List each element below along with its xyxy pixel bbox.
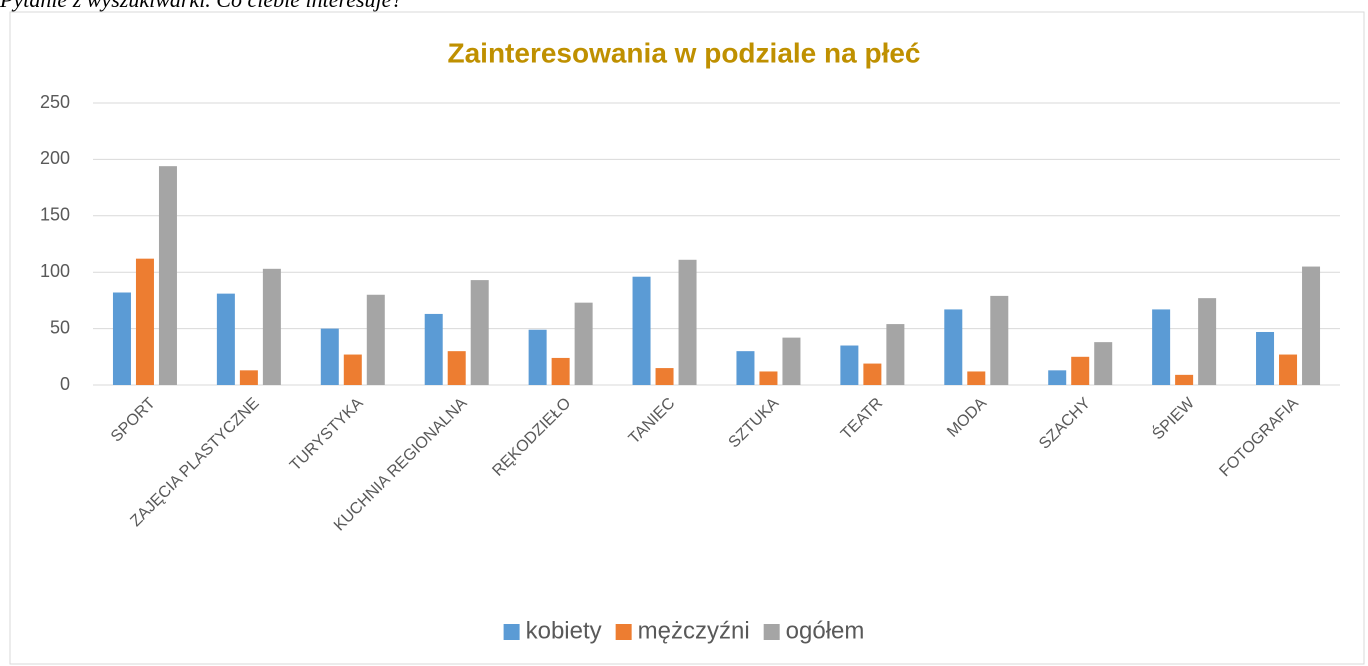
bar — [1048, 370, 1067, 385]
bar — [840, 345, 859, 385]
bar — [1152, 309, 1171, 385]
bar — [112, 292, 131, 385]
y-tick-label: 100 — [40, 261, 70, 281]
legend-label: mężczyźni — [638, 617, 750, 644]
bar — [1256, 331, 1275, 385]
bar — [528, 329, 547, 385]
bar — [1071, 356, 1090, 385]
bar — [574, 302, 593, 385]
bar — [655, 368, 674, 385]
bar — [1302, 266, 1321, 385]
y-tick-label: 50 — [50, 317, 70, 337]
bar — [886, 324, 905, 385]
legend-item: mężczyźni — [615, 617, 750, 644]
bar — [239, 370, 258, 385]
bar — [967, 371, 986, 385]
bar — [759, 371, 778, 385]
bar — [158, 166, 177, 385]
bar — [863, 363, 882, 385]
y-tick-label: 0 — [60, 374, 70, 394]
bar — [470, 280, 489, 385]
bar — [1279, 354, 1298, 385]
y-tick-label: 250 — [40, 92, 70, 112]
legend-label: kobiety — [526, 617, 602, 644]
bar — [944, 309, 963, 385]
bar — [216, 293, 235, 385]
bar — [366, 294, 385, 385]
bar — [262, 268, 281, 385]
bar — [736, 351, 755, 385]
bar — [135, 258, 154, 385]
bar — [551, 357, 570, 385]
bar — [1198, 298, 1217, 385]
bar — [990, 295, 1009, 385]
chart-title: Zainteresowania w podziale na płeć — [447, 37, 920, 68]
y-tick-label: 150 — [40, 205, 70, 225]
bar — [1175, 374, 1194, 385]
legend-label: ogółem — [786, 617, 865, 644]
caption: Pytanie z wyszukiwarki. Co ciebie intere… — [0, 0, 402, 12]
legend-item: kobiety — [503, 617, 602, 644]
legend-swatch — [503, 624, 520, 640]
legend-item: ogółem — [763, 617, 865, 644]
bar — [632, 276, 651, 385]
bar — [424, 313, 443, 385]
bar — [343, 354, 362, 385]
bar — [447, 351, 466, 385]
legend-swatch — [615, 624, 632, 640]
y-tick-label: 200 — [40, 148, 70, 168]
legend-swatch — [763, 624, 780, 640]
bar — [782, 337, 801, 385]
bar — [320, 328, 339, 385]
bar — [1094, 342, 1113, 385]
bar — [678, 259, 697, 385]
